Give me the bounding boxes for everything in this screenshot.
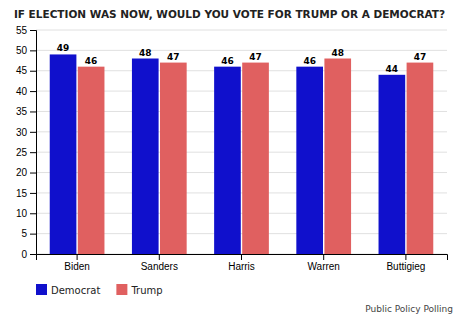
bar [78, 67, 105, 254]
tick-label: 15 [16, 188, 28, 199]
data-labels: 49 48 46 46 44 46 47 47 48 47 [57, 43, 426, 73]
axis-domain [30, 31, 37, 255]
data-label: 47 [167, 52, 180, 62]
tick: 30 [16, 127, 36, 138]
tick-label: 5 [21, 228, 27, 239]
chart: IF ELECTION WAS NOW, WOULD YOU VOTE FOR … [0, 0, 459, 318]
grid-line [36, 50, 447, 51]
bar [214, 67, 241, 254]
tick: 20 [16, 167, 36, 178]
tick-mark [30, 254, 36, 255]
tick-label: Harris [228, 261, 255, 272]
legend-swatch [116, 284, 127, 295]
tick-mark [30, 173, 36, 174]
legend-item: Democrat [36, 284, 100, 296]
tick-label: 10 [16, 208, 28, 219]
axis-domain [37, 255, 448, 261]
annotation: Public Policy Polling [365, 304, 453, 314]
tick: 45 [16, 65, 36, 76]
tick-mark [30, 91, 36, 92]
tick-label: 40 [16, 86, 28, 97]
tick: Harris [228, 254, 255, 272]
tick-mark [77, 254, 78, 260]
legend-item: Trump [116, 284, 162, 296]
tick-label: 55 [16, 25, 28, 36]
tick-label: Warren [307, 261, 339, 272]
tick: Warren [307, 254, 339, 272]
data-label: 48 [331, 48, 344, 58]
tick: Buttigieg [386, 254, 425, 272]
bar [379, 75, 406, 254]
tick-mark [30, 234, 36, 235]
tick-label: 50 [16, 45, 28, 56]
tick: 50 [16, 45, 36, 56]
data-label: 46 [85, 56, 98, 66]
tick-mark [241, 254, 242, 260]
bar [160, 63, 187, 254]
tick-mark [30, 30, 36, 31]
tick-mark [30, 213, 36, 214]
tick-label: 20 [16, 167, 28, 178]
tick-label: Sanders [141, 261, 178, 272]
tick: 55 [16, 25, 36, 36]
tick: Sanders [141, 254, 178, 272]
title: IF ELECTION WAS NOW, WOULD YOU VOTE FOR … [14, 8, 445, 20]
tick-label: 30 [16, 127, 28, 138]
bar [50, 54, 77, 254]
data-label: 46 [303, 56, 316, 66]
data-label: 49 [57, 43, 70, 53]
tick-mark [323, 254, 324, 260]
tick-mark [405, 254, 406, 260]
tick-label: Biden [64, 261, 90, 272]
data-label: 46 [221, 56, 234, 66]
tick-mark [30, 71, 36, 72]
grid [36, 30, 447, 254]
x-axis: Biden Sanders Harris Warren Buttigieg [37, 254, 448, 272]
bar [296, 67, 323, 254]
bar [242, 63, 269, 254]
legend-label: Democrat [51, 285, 100, 296]
tick: 15 [16, 188, 36, 199]
tick-mark [30, 111, 36, 112]
tick-label: 25 [16, 147, 28, 158]
tick: 40 [16, 86, 36, 97]
tick: 5 [21, 228, 36, 239]
data-label: 48 [139, 48, 152, 58]
tick-mark [30, 50, 36, 51]
bar [132, 59, 159, 254]
tick: 25 [16, 147, 36, 158]
bar [324, 59, 351, 254]
tick: 10 [16, 208, 36, 219]
tick-mark [30, 152, 36, 153]
bars [50, 54, 434, 254]
grid-line [36, 30, 447, 31]
data-label: 44 [386, 64, 399, 74]
tick-mark [30, 193, 36, 194]
tick: 0 [21, 249, 36, 260]
tick: 35 [16, 106, 36, 117]
bar [407, 63, 434, 254]
tick-label: Buttigieg [386, 261, 425, 272]
tick: Biden [64, 254, 90, 272]
y-axis: 0 5 10 15 20 25 30 35 40 45 50 55 [16, 25, 37, 260]
tick-label: 35 [16, 106, 28, 117]
data-label: 47 [249, 52, 262, 62]
tick-label: 0 [21, 249, 27, 260]
tick-mark [30, 132, 36, 133]
data-label: 47 [414, 52, 427, 62]
plot: 0 5 10 15 20 25 30 35 40 45 50 55 Biden Sanders Harris… [16, 25, 448, 272]
tick-mark [159, 254, 160, 260]
legend-swatch [36, 284, 47, 295]
legend-label: Trump [130, 285, 162, 296]
tick-label: 45 [16, 65, 28, 76]
legend: Democrat Trump [36, 284, 163, 296]
